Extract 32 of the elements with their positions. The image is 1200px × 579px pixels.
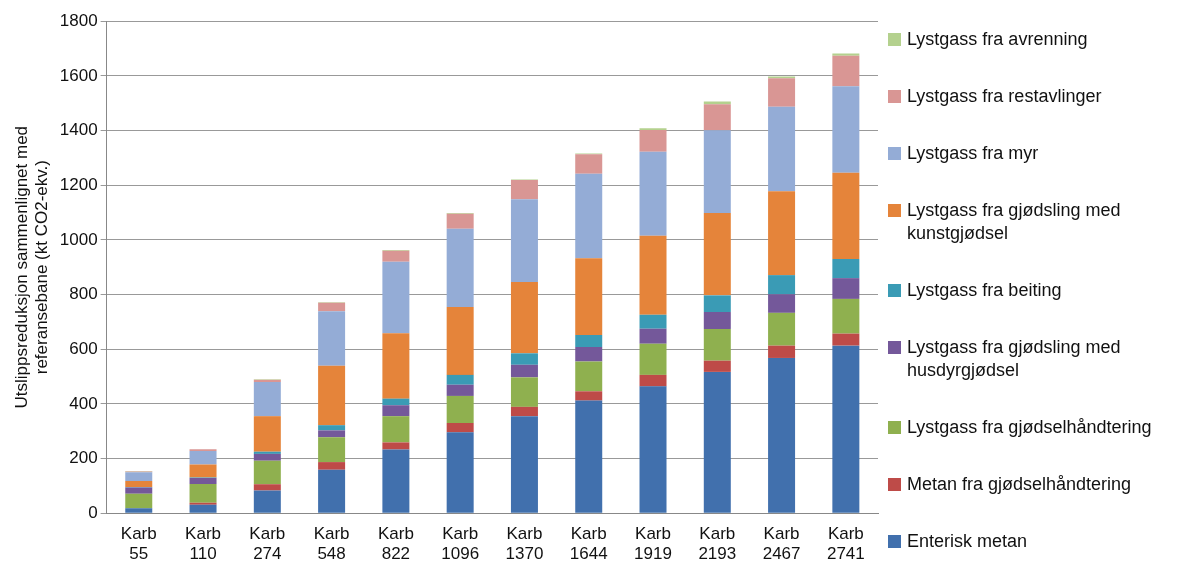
y-tick-label: 1600 [59,65,98,85]
legend-label: Lystgass fra gjødselhåndtering [907,416,1152,439]
y-tick-label: 1000 [59,229,98,249]
x-tick-label: Karb 2741 [826,524,865,564]
y-tick-label: 200 [69,448,98,468]
legend-label: Lystgass fra restavlinger [907,85,1102,108]
x-tick-label: Karb 1370 [505,524,544,564]
x-tick-label: Karb 1919 [634,524,672,564]
legend-label: Lystgass fra myr [907,142,1039,165]
x-tick-label: Karb 2467 [762,524,801,564]
x-tick-label: Karb 822 [377,524,414,564]
y-tick-label: 1800 [59,10,98,30]
x-tick-label: Karb 548 [313,524,350,564]
legend-label: Lystgass fra gjødsling med kunstgjødsel [907,199,1122,245]
x-tick-label: Karb 274 [249,524,286,564]
x-tick-label: Karb 110 [185,524,221,564]
x-tick-label: Karb 1096 [441,524,480,564]
y-axis-title: Utslippsreduksjon sammenlignet med referansebane (kt CO2-ekv.) [11,125,52,409]
legend-label: Lystgass fra gjødsling med husdyrgjødsel [907,336,1122,382]
y-tick-label: 800 [69,284,98,304]
y-tick-label: 600 [69,338,98,358]
legend-label: Metan fra gjødselhåndtering [907,473,1132,496]
y-tick-label: 400 [69,393,98,413]
x-tick-label: Karb 1644 [569,524,608,564]
legend-label: Lystgass fra beiting [907,279,1062,302]
legend-label: Lystgass fra avrenning [907,28,1088,51]
y-tick-label: 0 [88,502,98,522]
legend-label: Enterisk metan [907,530,1028,553]
y-tick-label: 1200 [59,174,98,194]
x-tick-label: Karb 2193 [698,524,737,564]
y-tick-label: 1400 [59,120,98,140]
x-tick-label: Karb 55 [120,524,157,564]
